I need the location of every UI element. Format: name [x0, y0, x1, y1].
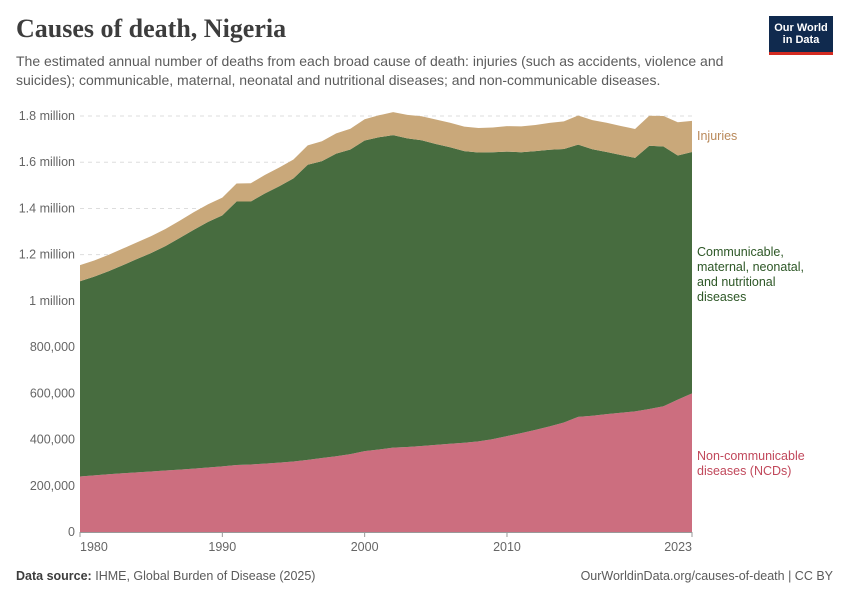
- label-communicable[interactable]: Communicable,maternal, neonatal,and nutr…: [697, 245, 804, 304]
- label-injuries-line: Injuries: [697, 129, 737, 143]
- y-tick-label: 1.4 million: [19, 201, 75, 215]
- label-communicable-line: Communicable,: [697, 245, 784, 259]
- stacked-area-chart: 0 200,000 400,000 600,000 800,000 1 million 1.…: [19, 109, 805, 554]
- x-tick-label: 2010: [493, 540, 521, 554]
- y-tick-label: 1.8 million: [19, 109, 75, 123]
- y-tick-labels: 0 200,000 400,000 600,000 800,000 1 million 1.…: [19, 109, 75, 539]
- y-tick-label: 1.6 million: [19, 155, 75, 169]
- y-tick-label: 1 million: [29, 294, 75, 308]
- y-tick-label: 200,000: [30, 479, 75, 493]
- series-areas: [80, 112, 692, 532]
- chart-title: Causes of death, Nigeria: [16, 14, 287, 43]
- owid-logo[interactable]: Our World in Data: [769, 16, 833, 55]
- label-ncd-line: Non-communicable: [697, 449, 805, 463]
- y-tick-label: 800,000: [30, 340, 75, 354]
- source-url[interactable]: OurWorldinData.org/causes-of-death | CC …: [580, 569, 833, 583]
- x-tick-label: 2000: [351, 540, 379, 554]
- logo-line-1: Our World: [774, 22, 828, 34]
- data-source-label: Data source:: [16, 569, 92, 583]
- area-communicable[interactable]: [80, 135, 692, 477]
- label-communicable-line: and nutritional: [697, 275, 776, 289]
- data-source-text[interactable]: IHME, Global Burden of Disease (2025): [95, 569, 316, 583]
- chart-subtitle: The estimated annual number of deaths fr…: [16, 53, 724, 88]
- x-tick-label: 1990: [208, 540, 236, 554]
- area-injuries[interactable]: [80, 112, 692, 282]
- logo-line-2: in Data: [782, 34, 820, 46]
- label-communicable-line: maternal, neonatal,: [697, 260, 804, 274]
- x-tick-label: 1980: [80, 540, 108, 554]
- y-tick-label: 1.2 million: [19, 248, 75, 262]
- y-tick-label: 600,000: [30, 386, 75, 400]
- data-source: Data source: IHME, Global Burden of Dise…: [16, 569, 315, 583]
- label-ncd-line: diseases (NCDs): [697, 464, 791, 478]
- label-injuries[interactable]: Injuries: [697, 129, 737, 143]
- label-communicable-line: diseases: [697, 290, 746, 304]
- y-tick-label: 400,000: [30, 433, 75, 447]
- x-tick-label: 2023: [664, 540, 692, 554]
- y-tick-label: 0: [68, 525, 75, 539]
- area-ncd[interactable]: [80, 393, 692, 532]
- x-axis: 1980 1990 2000 2010 2023: [79, 532, 693, 554]
